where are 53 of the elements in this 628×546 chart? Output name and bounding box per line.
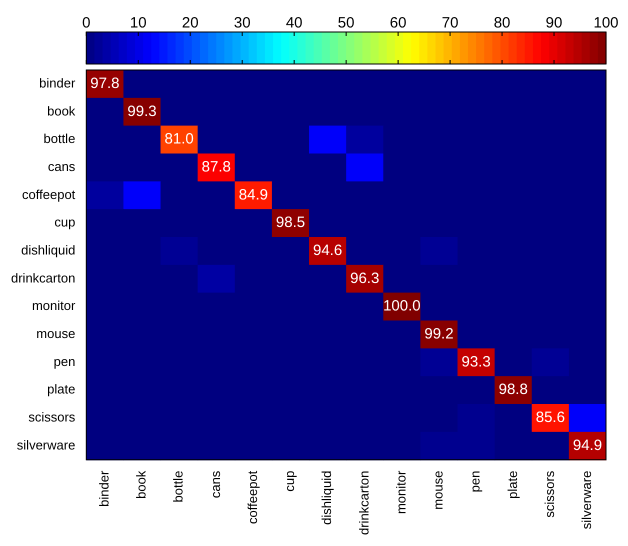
data-label: 84.9: [238, 186, 268, 204]
y-tick-label: binder: [39, 75, 76, 90]
x-tick-label: dishliquid: [319, 470, 334, 525]
y-tick-label: dishliquid: [21, 242, 76, 258]
y-tick-label: cans: [48, 159, 76, 174]
x-tick-label: plate: [504, 470, 520, 499]
x-tick-label: scissors: [542, 470, 557, 518]
x-tick-label: cup: [282, 470, 298, 492]
x-tick-label: binder: [96, 470, 112, 507]
color-bar-label: 100: [593, 14, 619, 32]
y-tick-label: bottle: [43, 131, 76, 146]
x-tick-label: pen: [468, 470, 483, 492]
color-bar-label: 30: [234, 14, 251, 32]
color-bar-label: 10: [130, 14, 147, 32]
x-tick-label: bottle: [170, 470, 186, 503]
y-tick-label: mouse: [36, 326, 76, 342]
y-tick-label: drinkcarton: [10, 270, 76, 286]
x-tick-label: monitor: [393, 470, 408, 514]
y-tick-label: book: [47, 103, 76, 118]
y-tick-label: coffeepot: [22, 186, 76, 202]
data-label: 93.3: [461, 353, 491, 370]
color-bar-label: 50: [338, 14, 354, 32]
y-tick-label: monitor: [32, 298, 76, 314]
y-tick-label: silverware: [16, 437, 76, 452]
color-bar-label: 20: [182, 14, 199, 32]
color-bar-label: 40: [286, 14, 303, 32]
x-tick-label: drinkcarton: [356, 470, 372, 536]
data-label: 98.5: [276, 214, 306, 232]
y-tick-label: cup: [54, 214, 76, 230]
color-bar-label: 70: [442, 14, 458, 32]
data-label: 87.8: [202, 158, 231, 176]
data-label: 94.9: [572, 436, 602, 454]
y-tick-label: pen: [54, 354, 76, 369]
data-label: 97.8: [90, 75, 120, 92]
color-bar-label: 0: [82, 14, 90, 32]
data-label: 98.8: [498, 381, 528, 398]
y-tick-label: plate: [47, 382, 76, 397]
color-bar-label: 90: [546, 14, 562, 32]
x-tick-label: mouse: [430, 470, 446, 510]
x-tick-label: silverware: [579, 470, 594, 530]
data-label: 99.3: [127, 102, 157, 120]
x-tick-label: coffeepot: [244, 470, 260, 524]
data-label: 96.3: [350, 270, 380, 287]
data-label: 94.6: [312, 242, 342, 260]
data-label: 85.6: [536, 409, 565, 426]
color-bar-label: 60: [390, 14, 406, 32]
x-tick-label: cans: [208, 470, 223, 498]
data-label: 99.2: [424, 326, 454, 343]
x-tick-label: book: [134, 470, 149, 499]
data-label: 81.0: [164, 130, 194, 148]
y-tick-label: scissors: [28, 410, 76, 425]
color-bar-label: 80: [494, 14, 510, 32]
data-label: 100.0: [383, 298, 421, 315]
